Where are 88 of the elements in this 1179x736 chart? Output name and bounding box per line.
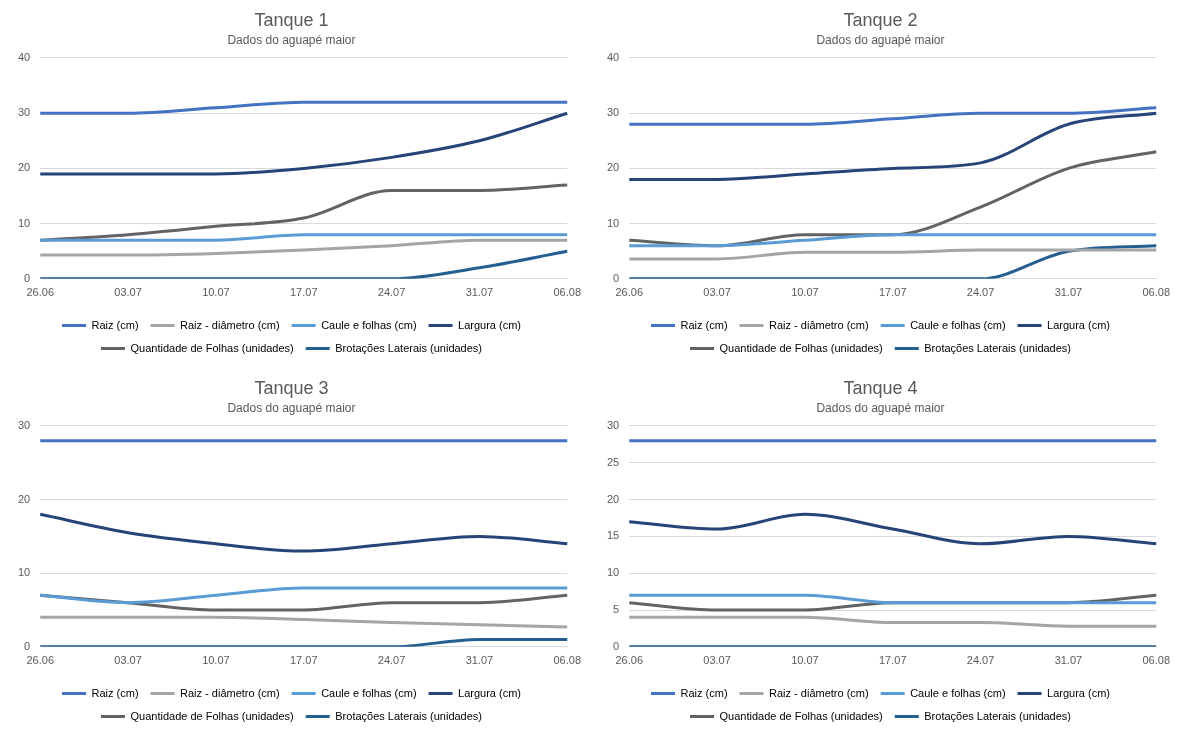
y-tick-label: 20 [17,161,31,174]
y-tick-label: 20 [17,492,31,505]
x-tick-label: 26.06 [615,654,643,667]
x-tick-label: 26.06 [615,286,643,299]
legend-label: Caule e folhas (cm) [321,686,417,699]
y-tick-label: 30 [17,419,31,432]
x-tick-label: 26.06 [26,654,54,667]
x-tick-label: 24.07 [377,654,406,667]
legend-label: Brotações Laterais (unidades) [924,341,1072,354]
legend-label: Raiz - diâmetro (cm) [769,318,869,331]
legend-label: Caule e folhas (cm) [910,318,1006,331]
legend-label: Brotações Laterais (unidades) [924,709,1072,722]
y-tick-label: 20 [606,492,620,505]
x-tick-label: 31.07 [465,286,494,299]
x-tick-label: 06.08 [553,286,581,299]
legend-label: Raiz (cm) [680,686,728,699]
line-series [38,238,569,257]
legend-label: Raiz - diâmetro (cm) [180,318,280,331]
legend-label: Raiz - diâmetro (cm) [769,686,869,699]
x-tick-label: 03.07 [114,286,142,299]
legend-label: Brotações Laterais (unidades) [335,341,483,354]
legend-label: Largura (cm) [458,318,522,331]
y-tick-label: 0 [24,639,31,652]
y-tick-label: 10 [606,566,620,579]
y-tick-label: 30 [17,106,31,119]
line-series [627,111,1158,181]
x-tick-label: 17.07 [289,654,318,667]
y-tick-label: 5 [613,603,620,616]
chart-title: Tanque 4 [843,377,918,398]
chart-title: Tanque 1 [254,9,329,30]
y-tick-label: 40 [606,51,620,64]
y-tick-label: 0 [613,271,620,284]
x-tick-label: 31.07 [465,654,494,667]
legend-label: Raiz (cm) [91,318,139,331]
x-tick-label: 17.07 [878,654,907,667]
y-tick-label: 10 [17,566,31,579]
legend-label: Largura (cm) [1047,686,1111,699]
legend-label: Caule e folhas (cm) [910,686,1006,699]
y-tick-label: 25 [606,455,620,468]
legend-label: Largura (cm) [1047,318,1111,331]
line-series [38,615,569,629]
x-tick-label: 31.07 [1054,654,1083,667]
y-tick-label: 40 [17,51,31,64]
y-tick-label: 10 [17,216,31,229]
x-tick-label: 24.07 [966,286,995,299]
y-tick-label: 20 [606,161,620,174]
x-tick-label: 24.07 [377,286,406,299]
x-tick-label: 06.08 [553,654,581,667]
y-tick-label: 0 [613,639,620,652]
legend-label: Quantidade de Folhas (unidades) [719,341,883,354]
legend-label: Raiz (cm) [680,318,728,331]
y-tick-label: 10 [606,216,620,229]
chart-subtitle: Dados do aguapé maior [816,401,945,416]
x-tick-label: 10.07 [791,286,819,299]
x-tick-label: 24.07 [966,654,995,667]
legend-label: Brotações Laterais (unidades) [335,709,483,722]
chart-title: Tanque 2 [843,9,918,30]
x-tick-label: 06.08 [1142,654,1170,667]
x-tick-label: 26.06 [26,286,54,299]
x-tick-label: 10.07 [202,654,230,667]
line-series [38,512,569,553]
x-tick-label: 17.07 [878,286,907,299]
x-tick-label: 03.07 [114,654,142,667]
legend-label: Caule e folhas (cm) [321,318,417,331]
y-tick-label: 30 [606,106,620,119]
legend-label: Largura (cm) [458,686,522,699]
x-tick-label: 17.07 [289,286,318,299]
chart-subtitle: Dados do aguapé maior [227,401,356,416]
x-tick-label: 06.08 [1142,286,1170,299]
y-tick-label: 15 [606,529,620,542]
line-series [627,106,1158,126]
chart-subtitle: Dados do aguapé maior [816,33,945,48]
legend-label: Quantidade de Folhas (unidades) [719,709,883,722]
line-series [38,111,569,176]
legend-label: Quantidade de Folhas (unidades) [130,709,294,722]
legend-label: Raiz - diâmetro (cm) [180,686,280,699]
x-tick-label: 31.07 [1054,286,1083,299]
x-tick-label: 03.07 [703,286,731,299]
y-tick-label: 0 [24,271,31,284]
chart-subtitle: Dados do aguapé maior [227,33,356,48]
legend-label: Quantidade de Folhas (unidades) [130,341,294,354]
legend-label: Raiz (cm) [91,686,139,699]
y-tick-label: 30 [606,419,620,432]
x-tick-label: 10.07 [791,654,819,667]
x-tick-label: 03.07 [703,654,731,667]
chart-title: Tanque 3 [254,377,329,398]
x-tick-label: 10.07 [202,286,230,299]
line-series [627,512,1158,546]
